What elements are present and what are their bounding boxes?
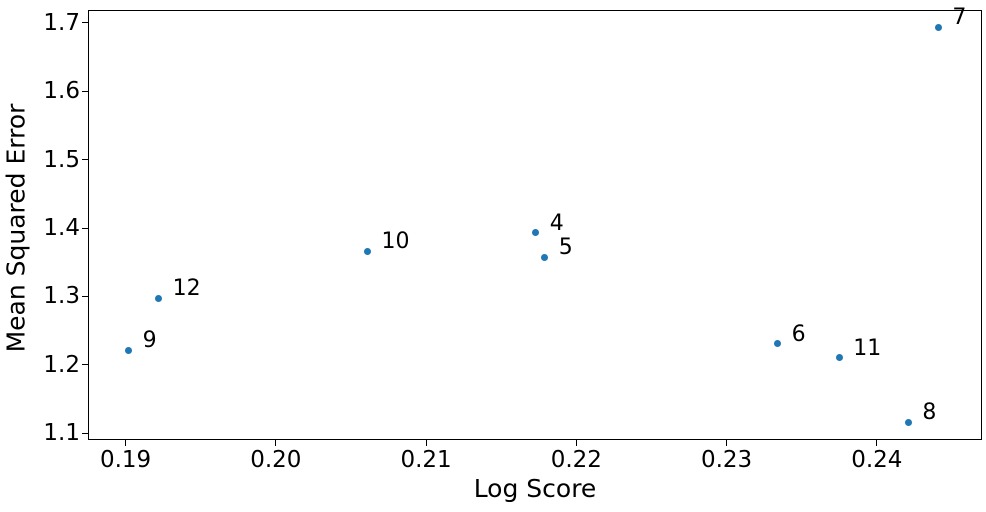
data-point-label: 8	[922, 400, 937, 426]
y-tick-label: 1.1	[43, 420, 80, 447]
data-point-label: 6	[791, 321, 806, 347]
x-tick-mark	[726, 440, 728, 446]
data-point	[541, 253, 549, 261]
data-point-label: 4	[549, 210, 564, 236]
y-tick-mark	[82, 227, 88, 229]
y-tick-mark	[82, 22, 88, 24]
data-point-label: 9	[142, 328, 157, 354]
data-point-label: 11	[853, 335, 882, 361]
data-point	[774, 340, 782, 348]
x-tick-label: 0.21	[400, 447, 452, 473]
x-tick-label: 0.19	[99, 447, 152, 473]
data-point-label: 10	[381, 229, 410, 255]
y-tick-mark	[82, 90, 88, 92]
x-tick-mark	[425, 440, 427, 446]
y-tick-label: 1.6	[43, 78, 80, 105]
y-tick-label: 1.2	[43, 351, 80, 378]
y-tick-label: 1.7	[43, 9, 80, 36]
y-tick-mark	[82, 364, 88, 366]
x-tick-mark	[275, 440, 277, 446]
y-tick-label: 1.4	[43, 215, 80, 242]
y-tick-label: 1.3	[43, 283, 80, 310]
x-tick-label: 0.24	[851, 447, 903, 473]
y-tick-mark	[82, 159, 88, 161]
data-point-label: 7	[952, 5, 967, 31]
data-point-label: 12	[172, 276, 201, 302]
y-tick-label: 1.5	[43, 146, 80, 173]
data-point	[155, 294, 163, 302]
x-tick-mark	[876, 440, 878, 446]
plot-area	[88, 10, 982, 440]
data-point	[934, 23, 942, 31]
data-point	[904, 418, 912, 426]
data-point	[363, 247, 371, 255]
data-point	[125, 346, 133, 354]
x-tick-label: 0.20	[250, 447, 302, 473]
y-tick-mark	[82, 432, 88, 434]
x-tick-label: 0.23	[700, 447, 753, 473]
data-point-label: 5	[558, 235, 573, 261]
data-point	[835, 354, 843, 362]
data-point	[532, 229, 540, 237]
y-tick-mark	[82, 295, 88, 297]
x-tick-mark	[575, 440, 577, 446]
x-axis-title: Log Score	[473, 474, 597, 503]
x-tick-mark	[125, 440, 127, 446]
x-tick-label: 0.22	[550, 447, 602, 473]
